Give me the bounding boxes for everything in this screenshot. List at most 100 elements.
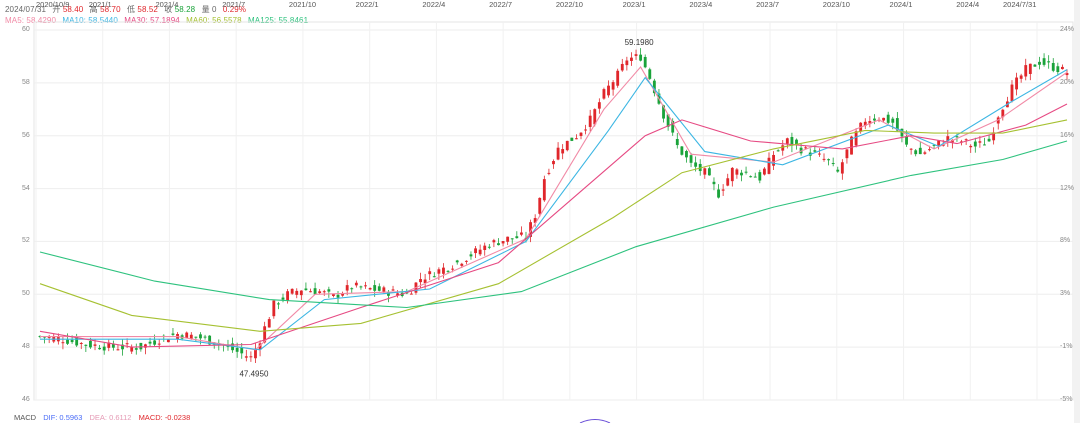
candle-body: [836, 169, 840, 172]
ma-legend: MA5: 58.4290 MA10: 58.5440 MA30: 57.1894…: [5, 16, 312, 25]
volume-label: 量: [201, 5, 210, 14]
candle-body: [327, 289, 331, 292]
candle-body: [391, 289, 395, 291]
candle-body: [854, 131, 858, 146]
candle-body: [199, 334, 202, 339]
high-value: 58.70: [100, 5, 121, 14]
ma-line-ma30: [39, 103, 1068, 348]
candle-body: [1060, 66, 1064, 70]
candle-body: [189, 334, 193, 340]
candle-body: [648, 69, 652, 79]
candle-body: [588, 115, 592, 127]
candle-body: [263, 326, 267, 343]
candle-body: [423, 279, 427, 284]
candle-body: [157, 343, 161, 345]
candle-body: [111, 343, 115, 348]
candle-body: [276, 303, 280, 305]
plot-frame: [33, 21, 1074, 401]
candle-body: [891, 118, 895, 123]
candle-body: [364, 285, 367, 287]
candle-body: [703, 168, 707, 175]
scroll-indicator: [579, 419, 611, 423]
x-tick-label: 2021/7: [222, 0, 246, 9]
candle-body: [918, 147, 922, 155]
x-tick-label: 2022/1: [355, 0, 379, 9]
x-tick-label: 2024/7/31: [1003, 0, 1037, 9]
candle-body: [533, 218, 537, 223]
y-tick-label: 46: [22, 396, 30, 403]
candle-body: [451, 268, 455, 270]
candle-body: [616, 70, 620, 86]
candle-body: [707, 168, 711, 176]
candle-body: [863, 121, 867, 126]
candle-body: [428, 271, 432, 275]
candle-body: [597, 102, 601, 109]
candle-body: [717, 189, 720, 198]
candle-body: [75, 336, 79, 346]
low-value: 58.52: [137, 5, 158, 14]
candle-body: [955, 136, 959, 138]
candle-body: [983, 144, 986, 146]
y2-tick-label: 20%: [1060, 78, 1075, 86]
candle-body: [304, 288, 308, 291]
candle-body: [387, 292, 390, 296]
candle-body: [671, 120, 675, 133]
candle-body: [634, 54, 638, 56]
candle-body: [620, 63, 624, 71]
candle-body: [542, 179, 546, 201]
candle-body: [685, 151, 688, 158]
candle-body: [359, 286, 363, 288]
date-label: 2024/07/31: [5, 5, 47, 14]
macd-value: MACD: -0.0238: [138, 413, 191, 422]
y2-tick-label: 8%: [1060, 237, 1071, 245]
x-tick-label: 2023/1: [622, 0, 646, 9]
candle-body: [740, 172, 743, 176]
ma60-legend: MA60: 56.5578: [186, 16, 242, 25]
candle-body: [208, 335, 212, 345]
candle-body: [442, 267, 445, 274]
candle-body: [675, 138, 679, 146]
candle-body: [139, 342, 143, 350]
x-tick-label: 2021/10: [288, 0, 317, 9]
candle-body: [625, 60, 629, 66]
candle-body: [144, 344, 147, 348]
candle-body: [148, 341, 152, 344]
candle-body: [744, 171, 748, 173]
candle-body: [318, 291, 322, 294]
candle-body: [373, 285, 377, 291]
candle-body: [547, 172, 551, 174]
candle-body: [98, 347, 102, 350]
candle-body: [258, 343, 262, 350]
candle-body: [873, 118, 876, 121]
candle-body: [772, 154, 775, 166]
candle-body: [1065, 73, 1069, 76]
candle-body: [377, 286, 381, 291]
candle-body: [652, 80, 656, 94]
candle-body: [437, 269, 441, 274]
ma5-legend: MA5: 58.4290: [5, 16, 57, 25]
candle-body: [886, 114, 890, 123]
candle-body: [249, 356, 253, 358]
candle-body: [79, 343, 83, 345]
candle-body: [281, 297, 285, 300]
candle-body: [102, 346, 106, 351]
candle-body: [946, 136, 950, 142]
x-tick-label: 2021/1: [88, 0, 112, 9]
candle-body: [1028, 63, 1032, 74]
candle-body: [107, 342, 111, 348]
x-tick-label: 2023/7: [756, 0, 780, 9]
scroll-edge[interactable]: [1074, 0, 1080, 423]
open-label: 开: [52, 5, 61, 14]
candle-body: [909, 148, 913, 150]
candle-body: [446, 270, 450, 272]
candle-body: [469, 254, 473, 257]
candle-body: [254, 348, 257, 359]
candle-body: [290, 288, 294, 294]
candle-body: [932, 144, 936, 146]
candle-body: [579, 132, 583, 136]
candle-body: [767, 157, 771, 174]
candle-body: [726, 178, 730, 186]
candle-body: [749, 176, 753, 178]
candle-body: [125, 343, 129, 345]
